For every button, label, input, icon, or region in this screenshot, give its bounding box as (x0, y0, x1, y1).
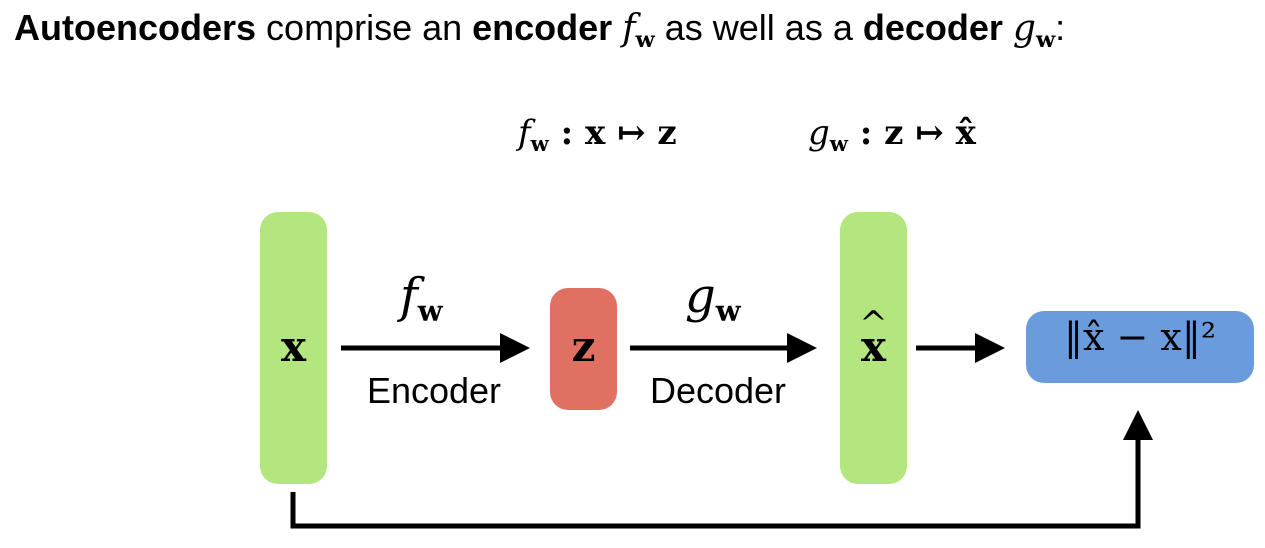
decoder-arrow-symbol: gw (685, 268, 741, 328)
autoencoders-term: Autoencoders (14, 7, 257, 48)
encoder-function-symbol: fw (622, 8, 655, 54)
encoder-caption: Encoder (366, 370, 502, 411)
latent-label: z (571, 322, 596, 371)
latent-box (550, 288, 617, 410)
decoder-mapping: gw : z ↦ x̂ (808, 113, 976, 156)
encoder-term: encoder (472, 7, 613, 48)
heading: Autoencoders comprise an encoder fw as w… (14, 6, 1065, 55)
skip-connection-arrow (290, 410, 1153, 529)
decoder-function-symbol: gw (1012, 8, 1056, 54)
loss-label: ‖x̂ − x‖² (1063, 315, 1217, 359)
loss-box (1026, 311, 1254, 383)
heading-text-1: comprise an (256, 7, 473, 48)
decoder-term: decoder (862, 7, 1003, 48)
input-box (260, 212, 327, 484)
reconstruction-label: x (840, 322, 907, 371)
heading-text-2: as well as a (654, 7, 863, 48)
encoder-mapping: fw : x ↦ z (518, 113, 677, 156)
input-label: x (280, 322, 307, 371)
encoder-arrow-symbol: fw (400, 268, 443, 328)
heading-colon: : (1055, 7, 1066, 48)
decoder-caption: Decoder (649, 370, 787, 411)
